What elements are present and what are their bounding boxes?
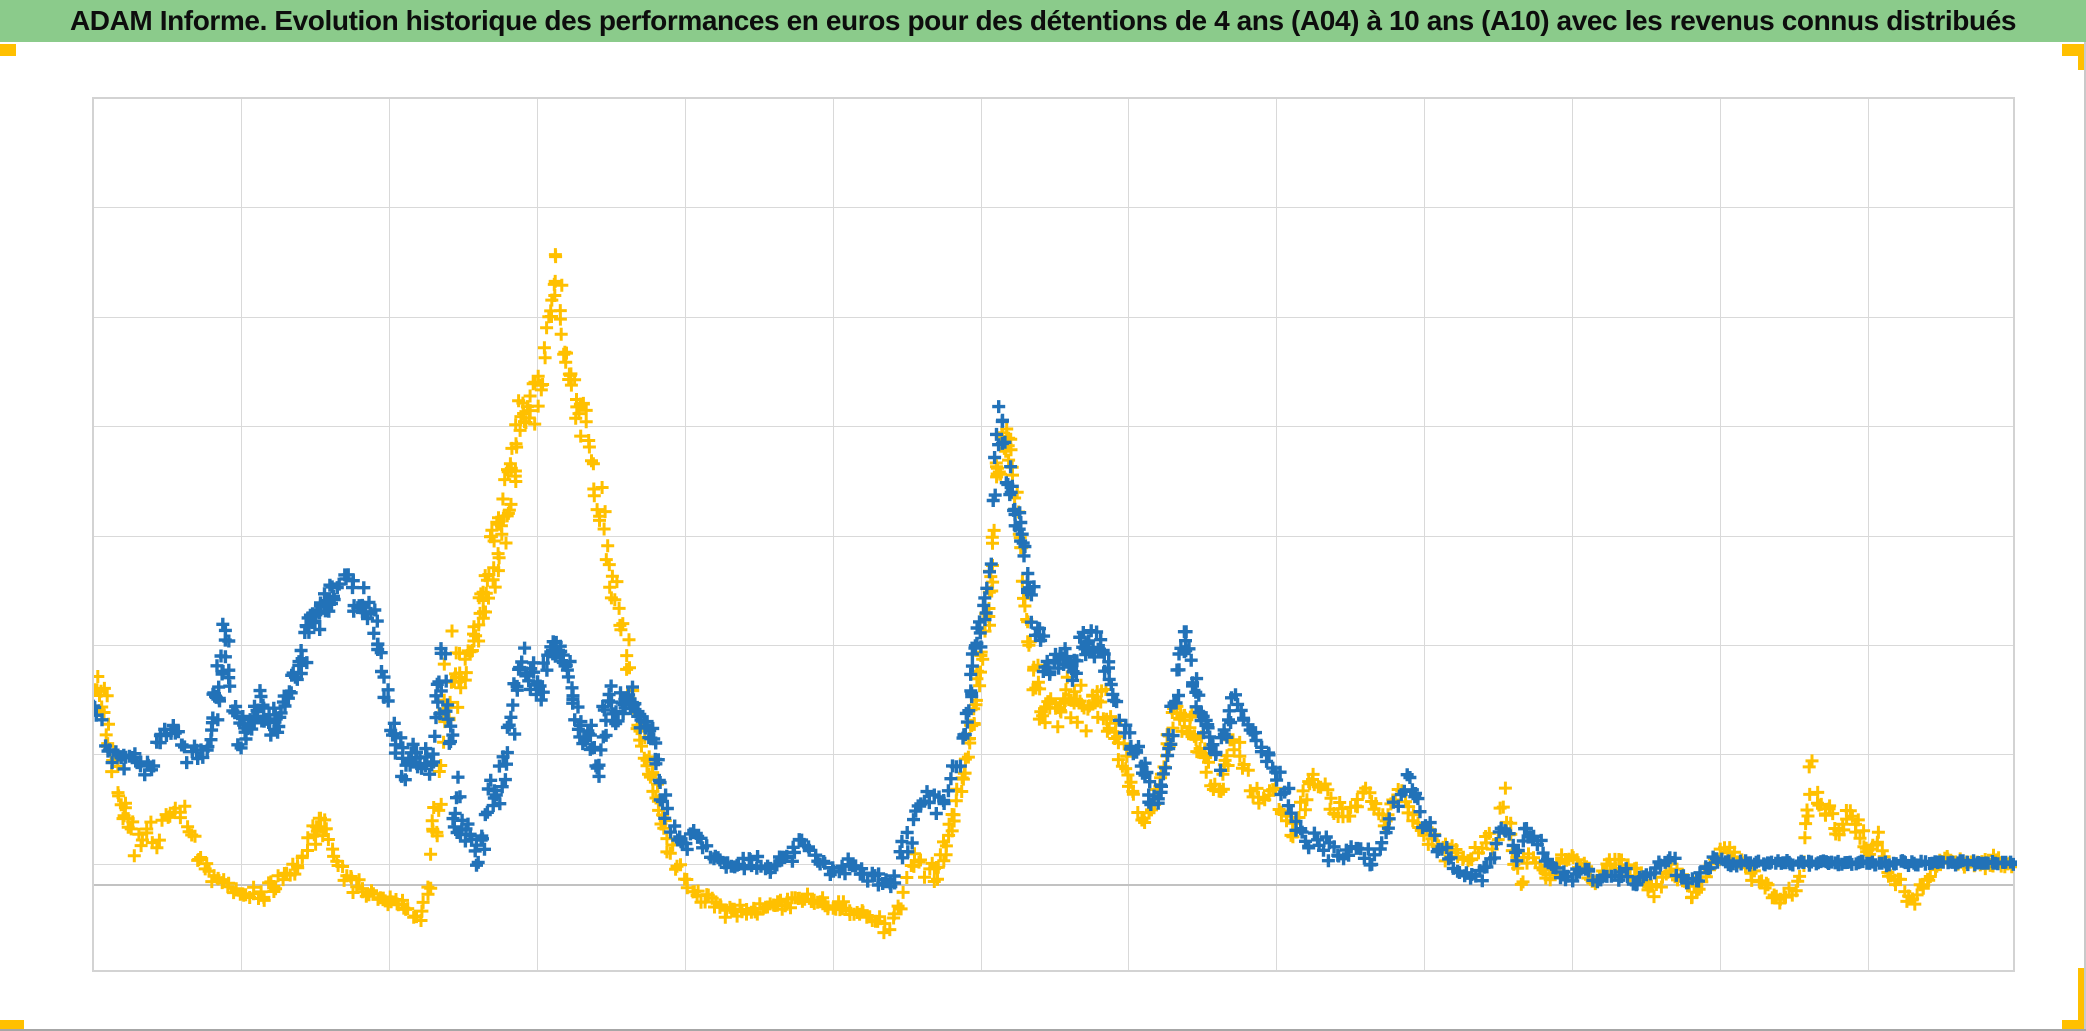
gridline-vertical [1572,99,1574,970]
title-bar: ADAM Informe. Evolution historique des p… [0,0,2086,42]
gridline-vertical [980,99,982,970]
series-blue-points [94,400,2017,894]
gridline-horizontal [94,535,2013,537]
gridline-vertical [1128,99,1130,970]
gridline-vertical [1424,99,1426,970]
x-axis-zero-line [94,884,2013,886]
gridline-horizontal [94,644,2013,646]
corner-mark-bottom-right [2062,1020,2086,1031]
gridline-horizontal [94,316,2013,318]
gridline-horizontal [94,207,2013,209]
gridline-vertical [536,99,538,970]
gridline-vertical [832,99,834,970]
gridline-horizontal [94,754,2013,756]
series-yellow-points [94,248,2017,940]
gridline-vertical [240,99,242,970]
scatter-canvas [94,248,2017,940]
gridline-vertical [1276,99,1278,970]
gridline-vertical [1720,99,1722,970]
gridline-horizontal [94,426,2013,428]
page-title: ADAM Informe. Evolution historique des p… [69,5,2017,36]
window-edge-bottom [0,1029,2086,1031]
corner-mark-bottom-left [0,1020,24,1031]
corner-mark-top-left [0,44,16,56]
gridline-horizontal [94,863,2013,865]
chart-plot-area[interactable] [92,97,2017,972]
window-edge-right [2084,42,2086,1031]
corner-mark-bottom-right-strip [2078,968,2086,1031]
corner-mark-top-right-strip [2078,44,2086,70]
gridline-vertical [1868,99,1870,970]
gridline-vertical [684,99,686,970]
gridline-vertical [388,99,390,970]
